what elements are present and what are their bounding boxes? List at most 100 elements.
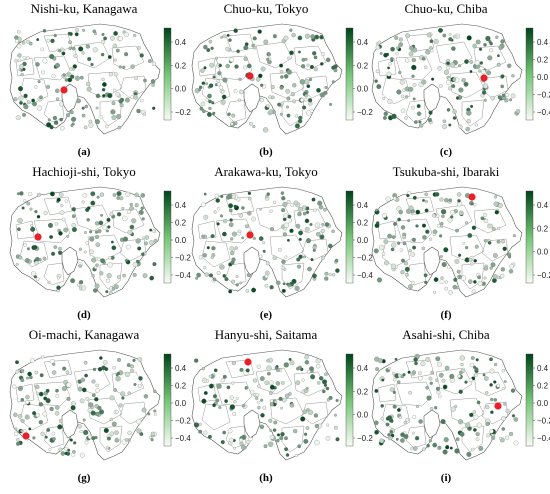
municipality-marker [435,386,440,391]
municipality-marker [91,436,96,441]
colorbar: 0.4 0.2 0.0 −0.2 [345,353,373,447]
municipality-marker [218,85,224,90]
municipality-marker [46,428,51,432]
municipality-marker [230,260,235,265]
municipality-marker [328,272,332,277]
municipality-marker [148,435,152,439]
municipality-marker [444,280,449,284]
municipality-boundary [197,57,217,77]
municipality-marker [335,268,340,273]
municipality-marker [288,392,292,396]
municipality-marker [266,57,270,62]
municipality-marker [30,223,34,227]
municipality-marker [321,222,325,226]
municipality-marker [501,93,506,98]
municipality-marker [440,276,444,280]
municipality-marker [408,86,414,92]
municipality-marker [384,260,389,266]
municipality-marker [102,360,108,365]
municipality-marker [375,69,380,74]
municipality-marker [78,264,82,268]
municipality-marker [288,357,292,361]
municipality-marker [443,247,449,253]
municipality-marker [222,77,228,83]
panel-title: Oi-machi, Kanagawa [28,327,140,342]
municipality-marker [226,385,231,390]
municipality-marker [92,367,97,372]
municipality-marker [404,95,409,99]
municipality-marker [83,250,87,254]
municipality-marker [493,398,498,402]
municipality-marker [324,222,330,227]
municipality-marker [387,98,393,104]
colorbar-tick-label: −0.2 [357,434,373,443]
municipality-marker [136,418,142,425]
municipality-boundary [293,45,327,71]
municipality-marker [52,115,58,121]
municipality-marker [140,193,146,198]
municipality-marker [94,119,100,125]
municipality-marker [443,69,450,75]
municipality-marker [122,30,126,34]
municipality-marker [110,240,114,244]
colorbar-gradient [345,190,354,284]
municipality-marker [439,255,443,259]
municipality-marker [269,285,274,290]
municipality-marker [67,31,72,36]
municipality-marker [298,230,304,236]
municipality-marker [99,115,103,119]
municipality-marker [405,58,410,63]
municipality-boundary [119,238,147,262]
municipality-marker [315,358,321,364]
municipality-marker [115,410,119,414]
municipality-marker [307,98,313,103]
municipality-marker [137,46,141,50]
municipality-marker [130,64,135,69]
municipality-marker [111,115,117,120]
municipality-marker [289,228,294,233]
municipality-marker [115,92,120,97]
municipality-marker [281,266,286,270]
municipality-marker [397,408,401,412]
municipality-marker [222,374,227,379]
municipality-marker [91,379,96,384]
municipality-marker [324,271,329,276]
municipality-marker [300,64,306,69]
municipality-marker [229,437,234,443]
municipality-marker [259,376,265,382]
municipality-boundary [215,381,253,407]
municipality-boundary [293,371,327,397]
municipality-marker [495,35,499,39]
municipality-marker [49,235,54,239]
municipality-marker [20,429,24,433]
municipality-marker [482,83,489,89]
municipality-marker [395,46,400,50]
municipality-marker [473,428,477,432]
municipality-marker [222,34,227,39]
municipality-marker [377,40,382,45]
municipality-marker [231,279,236,284]
region-map [191,23,343,135]
municipality-marker [391,113,397,120]
colorbar-tick-label: 0.4 [175,201,187,210]
municipality-marker [221,90,225,94]
region-map [9,349,161,461]
municipality-marker [36,38,40,42]
colorbar-tick-label: 0.2 [357,219,369,228]
municipality-marker [316,381,321,385]
municipality-marker [52,362,56,366]
municipality-marker [430,370,434,375]
municipality-marker [458,64,462,68]
municipality-marker [130,364,135,369]
municipality-marker [329,102,333,106]
municipality-marker [225,46,230,52]
municipality-marker [469,70,473,73]
municipality-marker [300,416,306,422]
municipality-marker [32,411,37,416]
colorbar-tick-label: 0.0 [357,85,369,94]
municipality-marker [106,436,111,441]
municipality-marker [483,276,487,280]
municipality-marker [380,416,385,421]
municipality-marker [469,362,475,368]
municipality-marker [282,201,288,207]
